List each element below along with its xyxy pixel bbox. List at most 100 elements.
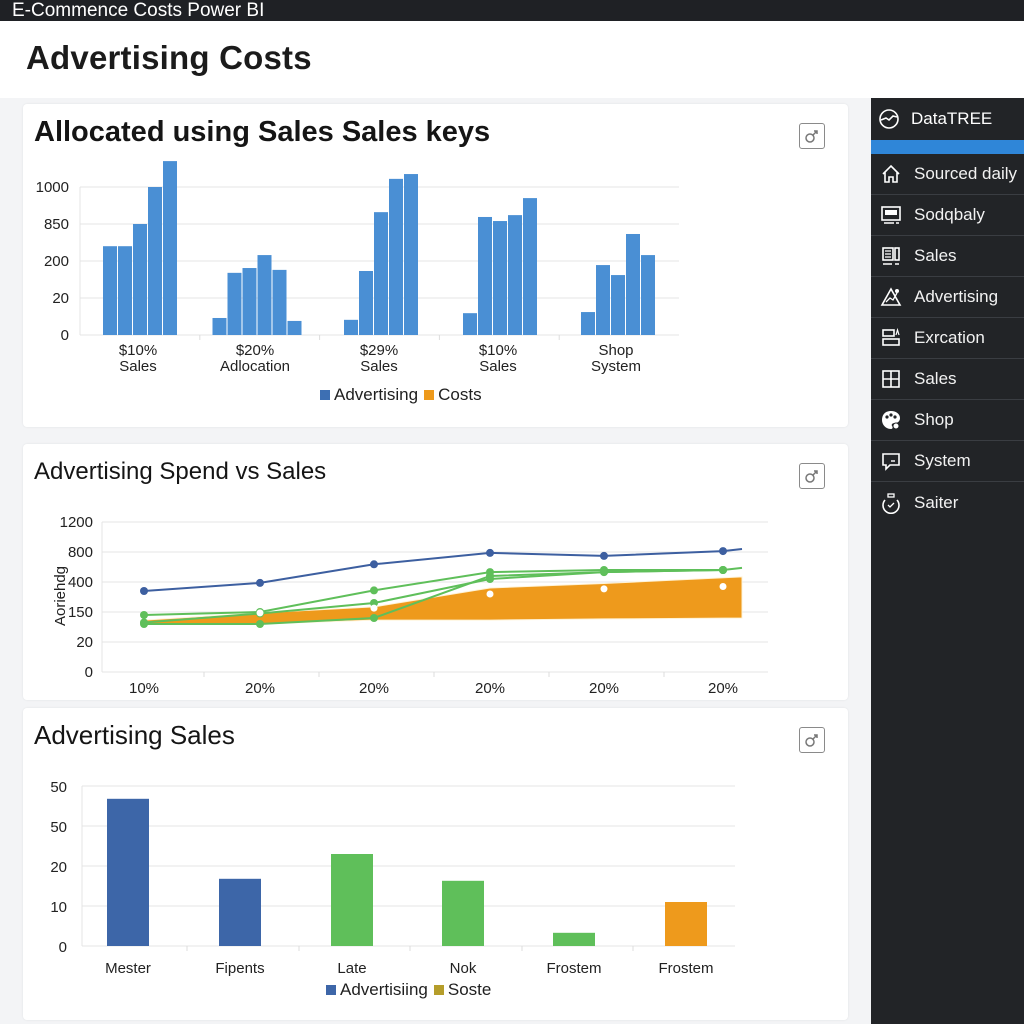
legend-label: Soste — [447, 980, 492, 999]
x-tick-label: Sales — [360, 358, 398, 375]
bar — [133, 224, 147, 335]
y-tick-label: 850 — [44, 216, 69, 233]
expand-icon — [805, 470, 818, 483]
sidebar-item-system[interactable]: System — [871, 441, 1024, 482]
sidebar-item-label: System — [914, 451, 971, 470]
bar — [103, 246, 117, 335]
sidebar-nav: Sourced daily Sodqbaly Sales Advertising… — [871, 154, 1024, 523]
y-tick-label: 50 — [50, 819, 67, 836]
x-tick-label: Frostem — [546, 960, 601, 977]
bar — [641, 255, 655, 335]
x-tick-label: Nok — [450, 960, 477, 977]
sidebar-item-saiter[interactable]: Saiter — [871, 482, 1024, 523]
x-tick-label: 20% — [589, 680, 619, 697]
bar — [626, 233, 640, 335]
blue-line-point — [600, 551, 608, 560]
report-icon — [879, 244, 903, 268]
sidebar-active-indicator — [871, 140, 1024, 154]
x-tick-label: 20% — [359, 680, 389, 697]
bar — [118, 246, 132, 335]
legend-item-advertising: Advertising — [320, 385, 418, 405]
bar — [359, 270, 373, 335]
x-tick-label: $29% — [360, 342, 398, 359]
message-icon — [879, 449, 903, 473]
legend-swatch — [433, 985, 444, 995]
bar — [596, 265, 610, 335]
legend-item-soste: Soste — [433, 980, 492, 1000]
sidebar-item-sales-2[interactable]: Sales — [871, 359, 1024, 400]
bar — [148, 187, 162, 335]
sales-expand-button[interactable] — [799, 727, 825, 753]
allocated-chart-title: Allocated using Sales Sales keys — [34, 116, 491, 148]
bar — [508, 215, 522, 335]
y-tick-label: 800 — [68, 544, 93, 561]
bar — [523, 198, 537, 335]
x-tick-label: 20% — [708, 680, 738, 697]
window-title: E-Commence Costs Power BI — [12, 0, 265, 21]
bar — [665, 902, 707, 946]
y-tick-label: 0 — [59, 939, 67, 956]
y-tick-label: 20 — [76, 634, 93, 651]
x-tick-label: Late — [337, 960, 366, 977]
y-tick-label: 10 — [50, 899, 67, 916]
bar — [553, 932, 595, 946]
bar — [389, 178, 403, 335]
blue-line-point — [140, 587, 148, 595]
white-marker — [256, 609, 264, 617]
expand-icon — [805, 130, 818, 143]
sidebar-item-label: Advertising — [914, 287, 999, 306]
sidebar-item-exrcation[interactable]: Exrcation — [871, 318, 1024, 359]
y-tick-label: 20 — [52, 290, 69, 307]
bar — [344, 319, 358, 335]
bar — [581, 312, 595, 335]
green-line-mid-point — [140, 618, 148, 627]
sidebar-brand-label: DataTREE — [911, 109, 993, 128]
blue-line-point — [256, 578, 264, 587]
bar — [331, 854, 373, 946]
green-line-upper-point — [140, 611, 148, 619]
y-tick-label: 1000 — [36, 179, 69, 196]
window-title-bar: E-Commence Costs Power BI — [0, 0, 1024, 21]
bar — [493, 221, 507, 335]
sidebar-item-label: Sales — [914, 246, 957, 265]
sidebar-brand[interactable]: DataTREE — [871, 98, 1024, 140]
sidebar-item-sodqbaly[interactable]: Sodqbaly — [871, 195, 1024, 236]
gauge-icon — [877, 107, 901, 131]
x-tick-label: Mester — [105, 960, 151, 977]
sidebar-item-label: Sodqbaly — [914, 205, 985, 224]
allocated-bar-chart: 0202008501000$10%Sales$20%Adlocation$29%… — [36, 161, 679, 375]
y-tick-label: 200 — [44, 253, 69, 270]
green-line-lower-point — [370, 614, 378, 622]
bar — [478, 216, 492, 335]
green-line-mid-point — [600, 568, 608, 577]
sidebar-item-sourced-daily[interactable]: Sourced daily — [871, 154, 1024, 195]
home-icon — [879, 162, 903, 186]
sales-legend: Advertisiing Soste — [326, 980, 491, 1000]
x-tick-label: Shop — [598, 342, 633, 359]
bar — [272, 269, 287, 335]
white-marker — [370, 604, 378, 612]
palette-icon — [879, 408, 903, 432]
x-tick-label: Sales — [479, 358, 517, 375]
x-tick-label: $10% — [479, 342, 517, 359]
x-tick-label: Sales — [119, 358, 157, 375]
spend-expand-button[interactable] — [799, 463, 825, 489]
sidebar-item-label: Sourced daily — [914, 164, 1018, 183]
monitor-icon — [879, 203, 903, 227]
sidebar-item-sales[interactable]: Sales — [871, 236, 1024, 277]
green-line-upper-point — [370, 586, 378, 595]
allocated-legend: Advertising Costs — [320, 385, 482, 405]
legend-item-costs: Costs — [424, 385, 482, 405]
bar — [374, 212, 388, 335]
x-tick-label: System — [591, 358, 641, 375]
x-tick-label: $20% — [236, 342, 274, 359]
y-tick-label: 400 — [68, 574, 93, 591]
sidebar-item-label: Saiter — [914, 492, 959, 512]
blue-line-point — [719, 547, 727, 556]
y-tick-label: 20 — [50, 859, 67, 876]
allocated-expand-button[interactable] — [799, 123, 825, 149]
x-tick-label: Frostem — [658, 960, 713, 977]
sidebar-item-advertising[interactable]: Advertising — [871, 277, 1024, 318]
legend-label: Advertising — [334, 385, 419, 404]
sidebar-item-shop[interactable]: Shop — [871, 400, 1024, 441]
